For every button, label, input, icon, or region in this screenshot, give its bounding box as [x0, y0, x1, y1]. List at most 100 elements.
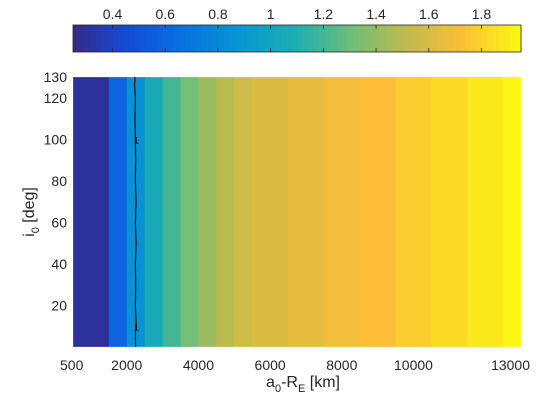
colorbar-swatch — [409, 25, 416, 52]
heatmap-cell — [431, 77, 468, 347]
x-axis-ticks: 500 2000 4000 6000 8000 10000 13000 — [60, 357, 530, 373]
colorbar-frame — [72, 24, 522, 53]
x-tick-label: 500 — [60, 357, 84, 373]
colorbar-swatch — [246, 25, 253, 52]
heatmap-cell — [216, 77, 235, 347]
colorbar-swatch — [330, 25, 337, 52]
colorbar-swatch — [173, 25, 180, 52]
plot-frame — [72, 76, 522, 348]
colorbar-swatch — [201, 25, 208, 52]
colorbar-swatch — [263, 25, 270, 52]
colorbar-swatch — [157, 25, 164, 52]
colorbar-tick-label: 1.6 — [419, 6, 439, 22]
colorbar-swatch — [196, 25, 203, 52]
colorbar — [72, 24, 522, 53]
colorbar-swatch — [504, 25, 511, 52]
colorbar-swatch — [459, 25, 466, 52]
colorbar-swatch — [493, 25, 500, 52]
colorbar-swatch — [78, 25, 85, 52]
heatmap-cell — [144, 77, 164, 347]
heatmap-cell — [180, 77, 199, 347]
colorbar-swatch — [313, 25, 320, 52]
heatmap-cell — [288, 77, 325, 347]
colorbar-swatch — [274, 25, 281, 52]
colorbar-swatch — [129, 25, 136, 52]
colorbar-swatch — [269, 25, 276, 52]
colorbar-tick-label: 0.6 — [156, 6, 176, 22]
contour-line: 11 — [134, 76, 139, 348]
colorbar-swatch — [101, 25, 108, 52]
colorbar-swatch — [369, 25, 376, 52]
heatmap-cell — [73, 77, 110, 347]
colorbar-swatch — [498, 25, 505, 52]
contour-line-level-1 — [134, 76, 137, 348]
colorbar-swatch — [341, 25, 348, 52]
colorbar-tick-label: 1 — [267, 6, 275, 22]
colorbar-swatch — [179, 25, 186, 52]
colorbar-swatch — [207, 25, 214, 52]
colorbar-swatch — [241, 25, 248, 52]
y-tick-label: 20 — [51, 297, 67, 313]
heatmap-cell — [198, 77, 217, 347]
colorbar-tick-label: 0.8 — [208, 6, 228, 22]
colorbar-swatch — [476, 25, 483, 52]
colorbar-ticks: 0.4 0.6 0.8 1 1.2 1.4 1.6 1.8 — [103, 6, 492, 52]
colorbar-swatch — [95, 25, 102, 52]
colorbar-swatch — [347, 25, 354, 52]
colorbar-swatch — [336, 25, 343, 52]
colorbar-swatch — [185, 25, 192, 52]
colorbar-swatch — [308, 25, 315, 52]
x-axis-label-mid: -R — [281, 374, 298, 391]
colorbar-swatch — [487, 25, 494, 52]
colorbar-tick-label: 1.8 — [472, 6, 492, 22]
colorbar-tick-label: 1.4 — [366, 6, 386, 22]
colorbar-swatch — [448, 25, 455, 52]
colorbar-swatch — [414, 25, 421, 52]
heatmap-cell — [503, 77, 522, 347]
y-axis-label-unit: [deg] — [21, 187, 38, 227]
colorbar-swatch — [168, 25, 175, 52]
heatmap-cell — [323, 77, 361, 347]
colorbar-swatch — [319, 25, 326, 52]
colorbar-swatch — [297, 25, 304, 52]
colorbar-swatch — [285, 25, 292, 52]
colorbar-swatch — [465, 25, 472, 52]
colorbar-swatch — [151, 25, 158, 52]
colorbar-swatch — [403, 25, 410, 52]
y-tick-label: 60 — [51, 214, 67, 230]
colorbar-tick-label: 1.2 — [314, 6, 334, 22]
y-tick-label: 130 — [44, 69, 68, 85]
heatmap-cell — [252, 77, 289, 347]
contour-label: 1 — [134, 322, 139, 332]
colorbar-swatch — [235, 25, 242, 52]
x-tick-label: 6000 — [255, 357, 286, 373]
colorbar-swatch — [73, 25, 80, 52]
colorbar-swatch — [420, 25, 427, 52]
colorbar-swatch — [117, 25, 124, 52]
heatmap-cell — [395, 77, 432, 347]
contour-label: 1 — [134, 135, 139, 145]
colorbar-swatch — [145, 25, 152, 52]
heatmap-cell — [108, 77, 128, 347]
colorbar-swatch — [140, 25, 147, 52]
x-axis-label-subscript-e: E — [298, 383, 305, 395]
y-tick-label: 40 — [51, 256, 67, 272]
colorbar-swatch — [381, 25, 388, 52]
heatmap-cells — [73, 77, 522, 347]
x-axis-label-subscript-0: 0 — [275, 383, 281, 395]
y-axis-label-main: i — [21, 233, 38, 237]
y-axis-label-subscript-0: 0 — [30, 227, 42, 233]
colorbar-swatch — [358, 25, 365, 52]
colorbar-swatch — [425, 25, 432, 52]
colorbar-swatch — [437, 25, 444, 52]
x-tick-label: 8000 — [326, 357, 357, 373]
x-axis-label: a0-RE [km] — [266, 374, 340, 395]
y-tick-label: 80 — [51, 173, 67, 189]
colorbar-swatch — [112, 25, 119, 52]
y-axis-label: i0 [deg] — [21, 187, 42, 237]
colorbar-swatch — [190, 25, 197, 52]
colorbar-swatch — [353, 25, 360, 52]
colorbar-swatch — [442, 25, 449, 52]
colorbar-swatch — [257, 25, 264, 52]
